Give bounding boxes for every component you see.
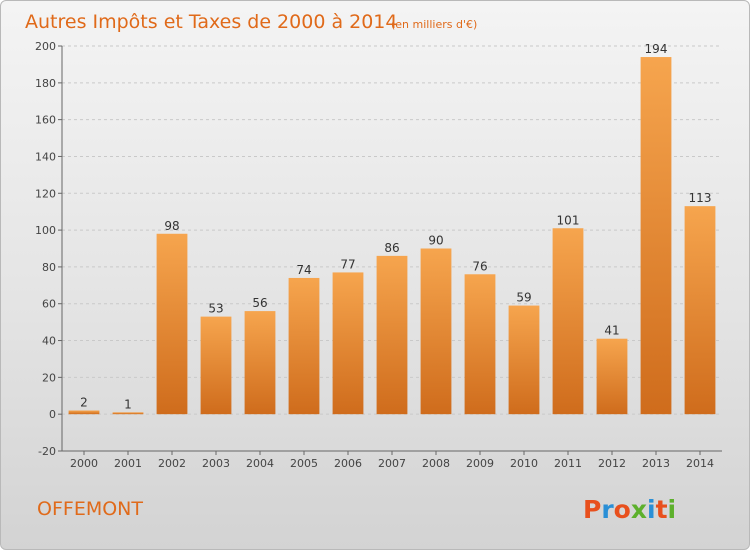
axes: -20 0 20 40 60 80 100 120 140 160 180 200 2000 2001 20… <box>35 40 722 470</box>
y-tick-label: 40 <box>42 335 56 348</box>
chart-title: Autres Impôts et Taxes de 2000 à 2014 <box>25 11 398 33</box>
x-tick-label: 2009 <box>466 457 494 470</box>
data-label-2004: 56 <box>252 296 267 310</box>
bar-2000 <box>68 410 100 415</box>
x-tick-label: 2006 <box>334 457 362 470</box>
bar-2003 <box>200 316 232 415</box>
y-tick-label: 160 <box>35 114 56 127</box>
y-tick-label: 200 <box>35 40 56 53</box>
y-tick-label: 0 <box>49 408 56 421</box>
bar-2012 <box>596 338 628 415</box>
data-label-2013: 194 <box>645 42 668 56</box>
data-label-2005: 74 <box>296 263 311 277</box>
x-tick-label: 2002 <box>158 457 186 470</box>
data-label-2011: 101 <box>557 213 580 227</box>
x-tick-label: 2011 <box>554 457 582 470</box>
data-label-2009: 76 <box>472 259 487 273</box>
y-tick-label: 60 <box>42 298 56 311</box>
x-tick-label: 2000 <box>70 457 98 470</box>
y-tick-label: 140 <box>35 150 56 163</box>
x-tick-label: 2001 <box>114 457 142 470</box>
bar-2007 <box>376 255 408 415</box>
y-tick-label: 20 <box>42 371 56 384</box>
chart-subtitle: (en milliers d'€) <box>391 18 477 31</box>
data-label-2007: 86 <box>384 241 399 255</box>
x-tick-label: 2004 <box>246 457 274 470</box>
bar-2009 <box>464 274 496 415</box>
bar-2006 <box>332 272 364 415</box>
x-tick-label: 2003 <box>202 457 230 470</box>
data-label-2001: 1 <box>124 397 132 411</box>
bar-2002 <box>156 233 188 415</box>
data-label-2012: 41 <box>604 324 619 338</box>
data-label-2014: 113 <box>689 191 712 205</box>
data-label-2002: 98 <box>164 219 179 233</box>
bar-2001 <box>112 412 144 415</box>
x-tick-label: 2010 <box>510 457 538 470</box>
data-labels: 2 1 98 53 56 74 77 86 90 76 59 101 41 194 113 <box>80 42 711 411</box>
proxiti-logo-text: Proxiti <box>583 495 676 524</box>
bars <box>68 57 716 415</box>
y-tick-label: -20 <box>38 445 56 458</box>
proxiti-logo: Proxiti <box>583 495 676 524</box>
y-tick-label: 100 <box>35 224 56 237</box>
data-label-2000: 2 <box>80 396 88 410</box>
bar-2005 <box>288 277 320 415</box>
x-tick-label: 2014 <box>686 457 714 470</box>
bar-2008 <box>420 248 452 415</box>
data-label-2003: 53 <box>208 302 223 316</box>
y-tick-label: 180 <box>35 77 56 90</box>
x-tick-label: 2013 <box>642 457 670 470</box>
x-tick-label: 2012 <box>598 457 626 470</box>
bar-2004 <box>244 311 276 415</box>
y-tick-label: 120 <box>35 187 56 200</box>
commune-name: OFFEMONT <box>37 498 143 520</box>
y-tick-label: 80 <box>42 261 56 274</box>
bar-2013 <box>640 57 672 415</box>
x-tick-label: 2008 <box>422 457 450 470</box>
bar-2014 <box>684 206 716 415</box>
bar-2011 <box>552 228 584 415</box>
data-label-2010: 59 <box>516 291 531 305</box>
data-label-2008: 90 <box>428 234 443 248</box>
bar-2010 <box>508 305 540 415</box>
x-tick-label: 2005 <box>290 457 318 470</box>
data-label-2006: 77 <box>340 257 355 271</box>
x-tick-label: 2007 <box>378 457 406 470</box>
